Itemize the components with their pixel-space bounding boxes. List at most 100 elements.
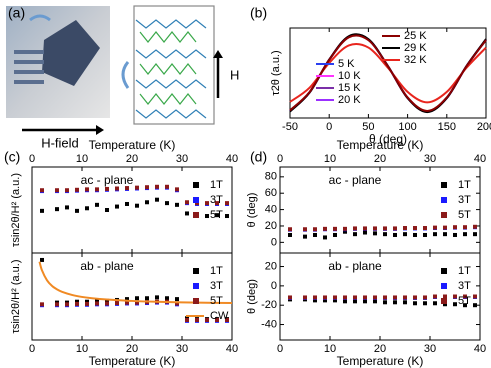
data-point	[225, 317, 229, 322]
panel-label: (d)	[250, 149, 267, 165]
data-point	[215, 213, 219, 218]
data-point	[95, 301, 99, 306]
data-point	[175, 187, 179, 192]
data-point	[333, 226, 337, 231]
data-point	[323, 226, 327, 231]
data-point	[323, 295, 327, 300]
legend-label: 25 K	[404, 30, 427, 42]
data-point	[85, 299, 89, 304]
data-point	[373, 231, 377, 236]
legend-label: 15 K	[338, 82, 361, 94]
data-point	[423, 295, 427, 300]
data-point	[65, 302, 69, 307]
data-point	[383, 226, 387, 231]
data-point	[75, 299, 79, 304]
data-point	[363, 295, 367, 300]
annotation: ab - plane	[328, 259, 382, 273]
data-point	[313, 232, 317, 237]
data-point	[403, 295, 407, 300]
data-point	[463, 232, 467, 237]
data-point	[115, 186, 119, 191]
data-point	[393, 226, 397, 231]
data-point	[55, 188, 59, 193]
data-point	[343, 229, 347, 234]
data-point	[313, 298, 317, 303]
data-point	[383, 300, 387, 305]
data-point	[403, 300, 407, 305]
y-axis-label: θ (deg)	[246, 279, 258, 314]
data-point	[413, 232, 417, 237]
data-line	[289, 34, 487, 112]
data-point	[185, 317, 189, 322]
data-point	[323, 235, 327, 240]
data-point	[433, 232, 437, 237]
data-point	[135, 300, 139, 305]
data-point	[95, 187, 99, 192]
data-point	[195, 201, 199, 206]
x-axis-label: Temperature (K)	[337, 354, 424, 368]
data-point	[423, 226, 427, 231]
legend-label: 3T	[458, 194, 471, 206]
data-point	[353, 226, 357, 231]
x-tick-label: 40	[226, 153, 238, 165]
x-axis-label: Temperature (K)	[89, 354, 176, 368]
data-point	[185, 211, 189, 216]
legend-label: 1T	[458, 265, 471, 277]
annotation: ac - plane	[81, 173, 134, 187]
legend-marker	[441, 212, 447, 218]
data-point	[165, 184, 169, 189]
data-point	[413, 226, 417, 231]
y-tick-label: 80	[265, 171, 277, 183]
data-point	[343, 299, 347, 304]
data-point	[205, 214, 209, 219]
data-point	[333, 298, 337, 303]
legend-label: 20 K	[338, 94, 361, 106]
x-tick-label: 40	[226, 343, 238, 355]
x-tick-label: 40	[474, 343, 486, 355]
data-point	[135, 203, 139, 208]
x-tick-label: 40	[474, 153, 486, 165]
data-point	[443, 302, 447, 307]
y-axis-label: τsin2θ/H² (a.u.)	[10, 259, 22, 333]
data-point	[65, 188, 69, 193]
y-tick-label: 0	[271, 280, 277, 292]
legend-marker	[193, 182, 199, 188]
x-tick-label: 30	[424, 153, 436, 165]
x-axis-label: Temperature (K)	[337, 138, 424, 152]
data-point	[423, 301, 427, 306]
x-tick-label: 20	[374, 153, 386, 165]
data-point	[313, 227, 317, 232]
data-point	[463, 294, 467, 299]
x-tick-label: 0	[29, 343, 35, 355]
data-point	[423, 232, 427, 237]
data-point	[463, 303, 467, 308]
x-tick-label: 20	[126, 343, 138, 355]
data-point	[403, 226, 407, 231]
data-point	[473, 303, 477, 308]
legend-marker	[441, 197, 447, 203]
data-point	[205, 317, 209, 322]
plot-frame	[289, 27, 487, 119]
panel-label: (b)	[250, 5, 267, 21]
data-point	[85, 206, 89, 211]
data-point	[413, 295, 417, 300]
x-tick-label: 30	[176, 343, 188, 355]
rotation-arrow	[121, 61, 130, 89]
x-tick-label: 150	[438, 121, 456, 133]
data-point	[155, 184, 159, 189]
x-tick-label: 20	[374, 343, 386, 355]
data-point	[353, 299, 357, 304]
legend-label: 5T	[458, 295, 471, 307]
data-point	[95, 202, 99, 207]
data-point	[65, 205, 69, 210]
data-point	[433, 294, 437, 299]
legend-label: 3T	[210, 280, 223, 292]
data-point	[175, 301, 179, 306]
data-point	[303, 234, 307, 239]
data-point	[333, 232, 337, 237]
legend-marker	[193, 197, 199, 203]
legend-label: 29 K	[404, 42, 427, 54]
x-tick-label: 0	[29, 153, 35, 165]
data-point	[383, 295, 387, 300]
y-tick-label: 0	[271, 236, 277, 248]
